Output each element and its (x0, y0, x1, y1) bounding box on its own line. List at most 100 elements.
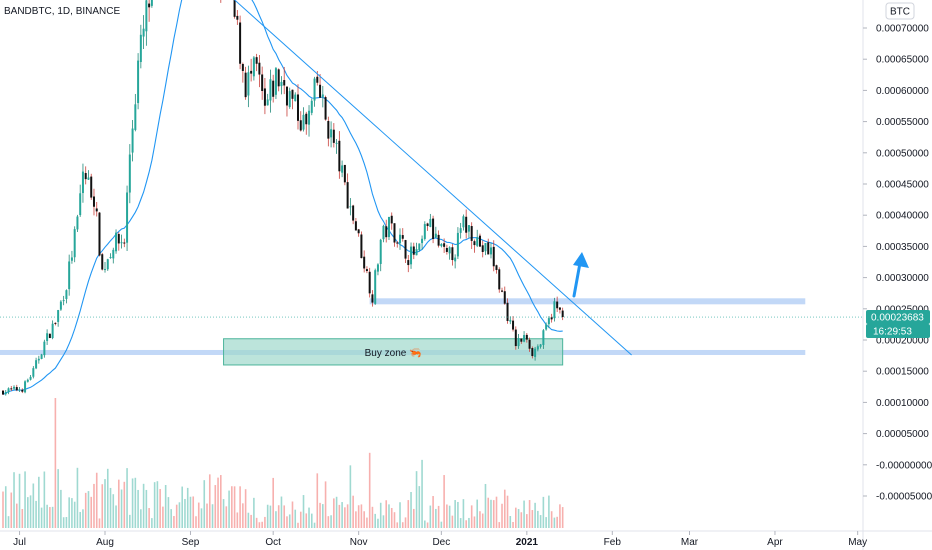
volume-bar (415, 471, 418, 528)
price-tick-label: 0.00005000 (876, 429, 929, 440)
time-tick-label: Dec (432, 537, 450, 548)
candle (396, 241, 399, 248)
volume-bar (539, 515, 542, 528)
volume-bar (258, 522, 261, 528)
volume-bar (561, 507, 564, 528)
volume-bar (244, 489, 247, 528)
candle (48, 333, 51, 339)
candle (299, 111, 302, 132)
volume-bar (228, 490, 230, 528)
candle (443, 238, 446, 253)
volume-bar (220, 475, 222, 528)
volume-bar (184, 498, 186, 528)
candle (277, 68, 280, 92)
price-tick-label: 0.00010000 (876, 398, 929, 409)
volume-bar (126, 468, 128, 528)
volume-bar (390, 507, 393, 528)
candle (404, 239, 407, 263)
candle (261, 66, 264, 100)
volume-bar (355, 511, 357, 528)
volume-bar (479, 511, 481, 528)
volume-bar (115, 505, 117, 528)
volume-bar (302, 495, 305, 528)
price-tick-label: 0.00015000 (876, 367, 929, 378)
volume-bar (145, 489, 148, 528)
volume-bar (517, 509, 520, 528)
volume-bar (396, 522, 399, 528)
interval: 1D (57, 6, 70, 17)
candle (131, 120, 134, 162)
candle (379, 238, 382, 272)
trendline (234, 0, 632, 356)
candle (252, 56, 255, 81)
volume-bar (357, 505, 360, 528)
volume-bar (523, 500, 525, 528)
candle (553, 297, 556, 322)
volume-bar (247, 512, 250, 528)
candle (484, 243, 487, 256)
candle (376, 263, 379, 276)
price-tick-label: 0.00070000 (876, 24, 929, 35)
volume-bar (324, 481, 327, 528)
candle (24, 380, 27, 394)
candle (509, 316, 512, 325)
volume-bar (299, 511, 302, 528)
volume-bar (283, 505, 286, 528)
price-tick-label: 0.00055000 (876, 117, 929, 128)
volume-bar (286, 516, 288, 528)
candle (429, 213, 432, 228)
candle (79, 184, 82, 217)
candle (139, 24, 142, 69)
candle (360, 231, 363, 259)
volume-bar (476, 499, 479, 528)
volume-bar (515, 507, 517, 528)
time-axis[interactable]: Jul Aug Sep Oct Nov Dec 2021 Feb Mar Apr May (13, 531, 867, 548)
volume-bar (363, 511, 365, 528)
candle (98, 211, 101, 257)
volume-bar (498, 522, 501, 528)
candle (410, 242, 413, 269)
candle (558, 307, 561, 314)
candle (467, 225, 470, 238)
volume-bar (437, 505, 440, 528)
volume-bar (465, 520, 467, 528)
candle (305, 111, 308, 135)
price-axis[interactable]: 0.00070000 0.00065000 0.00060000 0.00055000… (863, 24, 932, 503)
candle (43, 339, 46, 358)
volume-bar (446, 504, 448, 528)
volume-bar (559, 504, 561, 528)
candle (109, 253, 112, 259)
volume-bar (164, 485, 167, 528)
volume-bar (264, 516, 266, 528)
currency-badge-label: BTC (890, 7, 910, 18)
volume-bar (46, 504, 48, 528)
currency-badge[interactable]: BTC (885, 2, 915, 20)
price-tick-label: 0.00020000 (876, 336, 929, 347)
candle (512, 316, 515, 332)
candle (371, 290, 374, 307)
volume-bar (404, 517, 407, 528)
volume-bar (294, 509, 297, 528)
volume-bar (84, 492, 87, 528)
volume-bar (344, 507, 346, 528)
candle (104, 261, 107, 273)
candle (412, 242, 415, 260)
candle (106, 258, 109, 271)
volume-bar (435, 508, 437, 528)
volume-bar (217, 477, 219, 528)
price-tick-label: 0.00025000 (876, 304, 929, 315)
buy-zone-box (223, 338, 564, 366)
candle (128, 144, 131, 204)
volume-bar (35, 500, 37, 528)
volume-bar (231, 486, 233, 528)
volume-bar (7, 516, 10, 528)
candle (266, 93, 269, 106)
volume-bar (377, 518, 379, 528)
candle (59, 300, 62, 311)
candle (84, 166, 87, 185)
candle (51, 320, 54, 340)
chart-header: BANDBTC, 1D, BINANCE (4, 6, 121, 17)
candle (296, 84, 299, 130)
volume-bar (379, 502, 382, 528)
